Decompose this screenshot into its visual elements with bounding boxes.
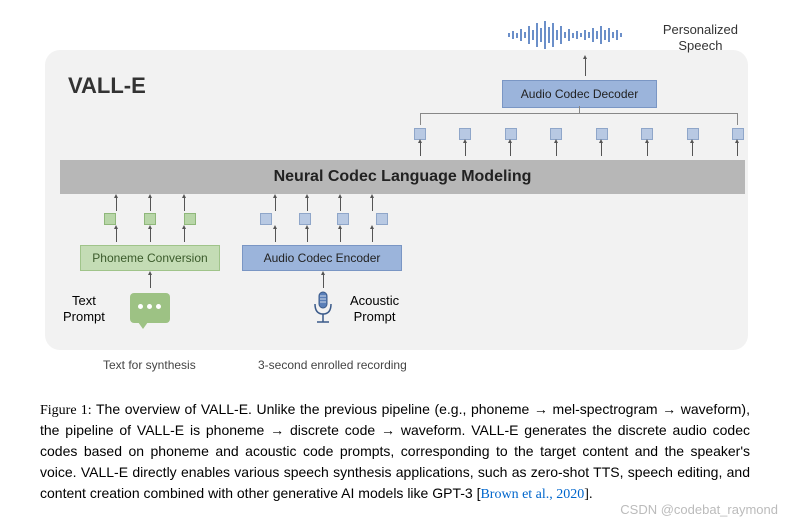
figure-caption: Figure 1: The overview of VALL-E. Unlike… [40,400,750,504]
audio-arrows-lower [269,228,379,242]
enrolled-recording-label: 3-second enrolled recording [258,358,407,372]
caption-body: The overview of VALL-E. Unlike the previ… [40,401,750,501]
architecture-diagram: VALL-E Personalized Speech Audio Codec D… [0,0,788,395]
output-arrows-row [414,142,744,156]
acoustic-prompt-label: Acoustic Prompt [350,293,399,324]
audio-codec-decoder-box: Audio Codec Decoder [502,80,657,108]
phoneme-tokens-row [104,213,196,225]
watermark-text: CSDN @codebat_raymond [620,502,778,517]
phoneme-arrows-lower [110,228,190,242]
speech-bubble-icon [130,293,170,323]
arrow-decoder-to-output [579,58,591,76]
phoneme-conversion-box: Phoneme Conversion [80,245,220,271]
figure-label: Figure 1: [40,403,92,418]
output-label: Personalized Speech [663,22,738,53]
arrow-audio-to-encoder [317,274,329,288]
audio-codec-encoder-box: Audio Codec Encoder [242,245,402,271]
bracket-connector [420,113,738,125]
text-prompt-label: Text Prompt [63,293,105,324]
phoneme-arrows-upper [110,197,190,211]
arrow-text-to-phoneme [144,274,156,288]
audio-arrows-upper [269,197,379,211]
citation-link[interactable]: Brown et al., 2020 [480,487,584,502]
text-synthesis-label: Text for synthesis [103,358,196,372]
waveform-icon [505,20,625,50]
caption-end: ]. [584,487,592,502]
microphone-icon [310,290,336,328]
valle-title: VALL-E [68,73,146,99]
neural-codec-lm-bar: Neural Codec Language Modeling [60,160,745,194]
audio-tokens-row [260,213,388,225]
